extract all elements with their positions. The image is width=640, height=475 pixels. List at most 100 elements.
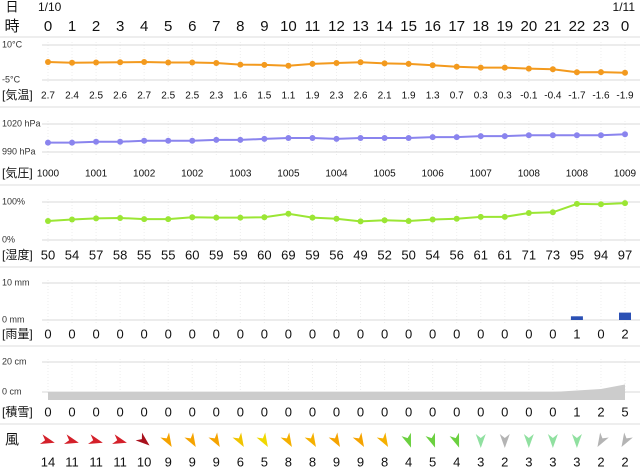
data-point — [381, 60, 388, 67]
data-point — [501, 133, 508, 140]
value-label: 0 — [189, 404, 196, 419]
value-label: 0 — [213, 404, 220, 419]
hour-label: 23 — [593, 18, 610, 35]
value-label: 60 — [257, 247, 271, 262]
data-point — [309, 135, 316, 141]
data-point — [165, 137, 172, 144]
data-point — [69, 216, 76, 223]
arrow-head — [63, 434, 79, 445]
wind-arrow — [256, 432, 268, 448]
data-point — [189, 59, 196, 66]
value-label: 0 — [333, 326, 340, 341]
wind-arrow — [280, 432, 292, 448]
value-label: 2.3 — [330, 91, 344, 102]
value-label: 0 — [501, 326, 508, 341]
wind-speed: 9 — [189, 454, 196, 469]
arrow-head — [88, 434, 103, 445]
value-label: 0 — [477, 404, 484, 419]
arrow-head — [208, 432, 220, 448]
data-point — [501, 64, 508, 71]
data-point — [45, 139, 51, 146]
value-label: -0.1 — [520, 91, 538, 102]
value-label: 2.7 — [137, 91, 151, 102]
data-point — [573, 200, 580, 207]
data-point — [93, 215, 100, 222]
hour-label: 15 — [400, 18, 417, 35]
arrow-head — [401, 432, 412, 448]
y-tick-label: 20 cm — [2, 356, 27, 366]
wind-speed: 3 — [549, 454, 556, 469]
data-point — [237, 214, 244, 221]
value-label: 0 — [117, 404, 124, 419]
arrow-head — [304, 432, 316, 448]
data-point — [381, 135, 388, 141]
arrow-head — [328, 432, 340, 448]
data-point — [213, 136, 220, 143]
wind-speed: 2 — [621, 454, 628, 469]
wind-arrow — [232, 432, 244, 448]
value-label: 1005 — [277, 169, 300, 180]
hour-label: 16 — [424, 18, 441, 35]
value-label: 59 — [305, 247, 319, 262]
value-label: 1.5 — [257, 91, 271, 102]
hour-label: 0 — [44, 18, 52, 35]
wind-arrow — [39, 434, 55, 445]
data-point — [261, 214, 268, 221]
data-point — [405, 60, 412, 67]
value-label: 0 — [68, 326, 75, 341]
value-label: 1006 — [422, 169, 445, 180]
data-point — [622, 200, 628, 207]
y-tick-label: 10 mm — [2, 277, 30, 287]
value-label: 0 — [549, 404, 556, 419]
hour-label: 12 — [328, 18, 345, 35]
data-point — [141, 216, 148, 223]
value-label: 0 — [381, 404, 388, 419]
hour-label: 11 — [305, 18, 321, 35]
row-label: [積雪] — [2, 404, 33, 419]
data-point — [117, 59, 124, 66]
data-point — [357, 135, 364, 141]
data-point — [117, 138, 124, 145]
value-label: 50 — [41, 247, 55, 262]
value-label: 52 — [377, 247, 391, 262]
data-point — [549, 209, 556, 216]
data-point — [381, 217, 388, 224]
data-point — [357, 218, 364, 225]
hour-label: 21 — [545, 18, 562, 35]
data-point — [237, 61, 244, 68]
wind-speed: 8 — [285, 454, 292, 469]
hour-label: 18 — [472, 18, 489, 35]
value-label: 1 — [573, 404, 580, 419]
value-label: 54 — [65, 247, 79, 262]
data-point — [189, 137, 196, 144]
value-label: 59 — [209, 247, 223, 262]
data-point — [213, 214, 220, 221]
value-label: 0.3 — [498, 91, 512, 102]
wind-arrow — [328, 432, 340, 448]
arrow-head — [280, 432, 292, 448]
value-label: 5 — [621, 404, 628, 419]
value-label: 0 — [92, 326, 99, 341]
value-label: 2.4 — [65, 91, 79, 102]
hour-label: 8 — [236, 18, 244, 35]
wind-arrow — [376, 432, 389, 448]
value-label: 0 — [141, 404, 148, 419]
wind-speed: 9 — [165, 454, 172, 469]
data-point — [93, 138, 100, 145]
value-label: 60 — [185, 247, 199, 262]
hour-label: 17 — [448, 18, 465, 35]
y-tick-label: 990 hPa — [2, 146, 36, 156]
hour-label: 7 — [212, 18, 220, 35]
wind-speed: 14 — [41, 454, 55, 469]
data-point — [45, 218, 51, 224]
wind-arrow — [352, 432, 365, 448]
data-point — [597, 69, 604, 76]
y-tick-label: -5°C — [2, 74, 21, 84]
value-label: -0.4 — [544, 91, 562, 102]
value-label: 2.3 — [209, 91, 223, 102]
value-label: 55 — [137, 247, 151, 262]
y-tick-label: 10°C — [2, 39, 23, 49]
data-point — [141, 59, 148, 66]
value-label: 1009 — [614, 169, 637, 180]
